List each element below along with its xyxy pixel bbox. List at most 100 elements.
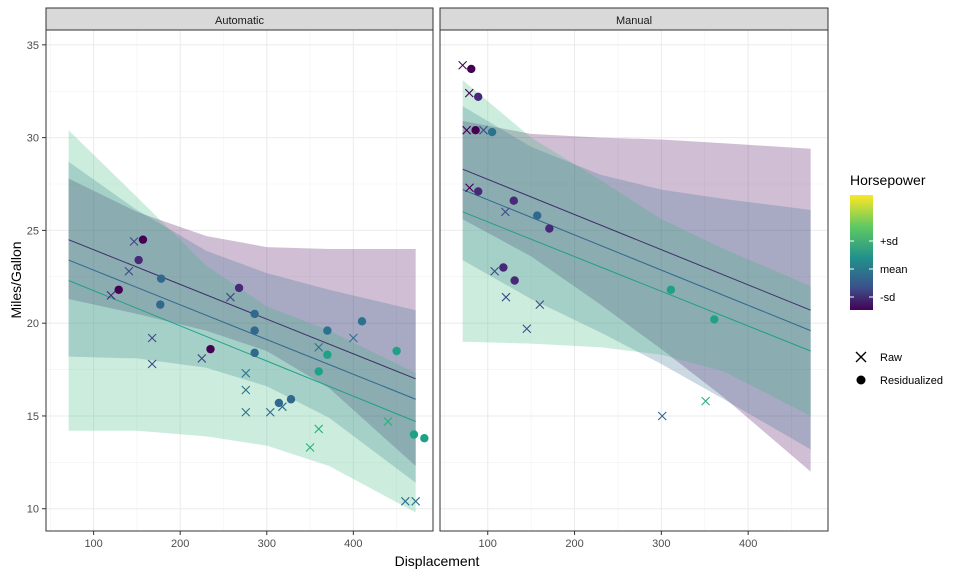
raw-point-stroke (400, 496, 410, 506)
raw-point (348, 333, 358, 343)
raw-points-automatic (106, 237, 421, 506)
residualized-point (510, 276, 519, 285)
raw-point-stroke (314, 342, 324, 352)
residualized-point (134, 255, 143, 265)
raw-point-stroke (465, 183, 474, 193)
raw-point-stroke (129, 237, 139, 246)
raw-point (147, 333, 157, 343)
raw-point (106, 290, 116, 300)
residualized-point (250, 348, 259, 358)
y-tick-label: 10 (27, 504, 39, 516)
raw-point (657, 411, 667, 421)
regression-line-mean (462, 189, 811, 332)
ribbon--sd (68, 178, 416, 467)
ribbon-mean (462, 106, 811, 450)
raw-point-stroke (458, 60, 468, 70)
residualized-point (114, 285, 123, 294)
ribbon-mean (68, 161, 416, 483)
raw-point (479, 125, 488, 135)
raw-point (464, 88, 474, 98)
residualized-point (471, 126, 480, 135)
panel-automatic: Automatic 100 200 300 400 (45, 7, 434, 550)
raw-point (458, 60, 468, 70)
raw-point-stroke (305, 443, 315, 452)
raw-point-stroke (501, 292, 511, 302)
regression-lines-manual (462, 168, 811, 352)
x-tick-label: 100 (84, 538, 102, 550)
y-axis-ticks: 10 15 20 25 30 35 (27, 40, 46, 516)
raw-point (314, 342, 324, 352)
residualized-point (250, 326, 259, 335)
raw-point (124, 266, 134, 276)
raw-point (197, 354, 207, 363)
raw-point-stroke (411, 496, 421, 506)
regression-line--sd (68, 239, 416, 380)
residualized-point (420, 434, 429, 443)
ribbon-+sd (68, 130, 416, 513)
raw-point-stroke (464, 88, 474, 98)
legend-key-residualized: Residualized (856, 375, 943, 387)
raw-point (465, 183, 474, 193)
y-tick-label: 20 (27, 318, 39, 330)
raw-point (241, 368, 251, 378)
x-ticks-automatic: 100 200 300 400 (84, 531, 363, 550)
ribbon-+sd (462, 80, 811, 416)
legend-label-raw: Raw (880, 352, 902, 364)
residualized-points-manual (467, 64, 719, 324)
plot-background-automatic (46, 30, 433, 531)
regression-lines-automatic (68, 239, 416, 422)
y-tick-label: 35 (27, 40, 39, 52)
residualized-point (274, 398, 284, 408)
raw-point-stroke (106, 290, 116, 300)
raw-point (501, 292, 511, 302)
ribbons-manual (462, 80, 811, 472)
y-tick-label: 30 (27, 133, 39, 145)
x-tick-label: 200 (171, 538, 189, 550)
ribbon--sd (462, 120, 811, 472)
grid-manual (440, 30, 828, 531)
legend-label-minus-sd: -sd (880, 292, 895, 304)
raw-point (226, 292, 235, 302)
legend-label-plus-sd: +sd (880, 236, 898, 248)
raw-point (314, 424, 324, 434)
regression-line-+sd (68, 280, 416, 422)
residualized-point (487, 127, 497, 137)
legend-title-horsepower: Horsepower (850, 172, 926, 188)
raw-point-stroke (500, 207, 510, 217)
raw-point (522, 324, 532, 334)
grid-automatic (46, 30, 433, 531)
x-tick-label: 300 (258, 538, 276, 550)
residualized-point (206, 344, 215, 354)
raw-point (701, 396, 710, 406)
strip-label-automatic: Automatic (215, 15, 264, 27)
raw-point-stroke (314, 424, 324, 434)
residualized-point (250, 309, 259, 319)
raw-point-stroke (462, 125, 472, 135)
residualized-point (473, 92, 483, 102)
raw-point-stroke (277, 402, 287, 412)
y-tick-label: 25 (27, 225, 39, 237)
raw-point-stroke (490, 266, 500, 276)
raw-point-stroke (124, 266, 134, 276)
residualized-point (323, 350, 332, 359)
raw-point-stroke (348, 333, 358, 343)
panel-border-manual (439, 29, 829, 532)
raw-point-stroke (265, 407, 275, 417)
x-ticks-manual: 100 200 300 400 (479, 531, 757, 550)
legend: Horsepower +sd mean -sd Raw Residualized (850, 172, 943, 387)
residualized-points-automatic (114, 235, 429, 443)
x-tick-label: 100 (479, 538, 497, 550)
raw-point (129, 237, 139, 246)
y-tick-label: 15 (27, 411, 39, 423)
raw-point (462, 125, 472, 135)
raw-point-stroke (522, 324, 532, 334)
raw-point (535, 300, 545, 310)
residualized-point (473, 187, 483, 196)
raw-point-stroke (479, 125, 488, 135)
raw-point (500, 207, 510, 217)
regression-line-+sd (462, 211, 811, 352)
legend-label-residualized: Residualized (880, 375, 943, 387)
raw-point (411, 496, 421, 506)
raw-point-stroke (241, 368, 251, 378)
